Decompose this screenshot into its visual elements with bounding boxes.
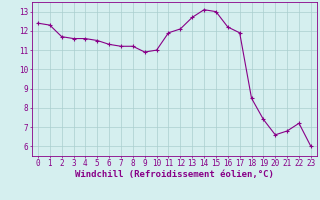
- X-axis label: Windchill (Refroidissement éolien,°C): Windchill (Refroidissement éolien,°C): [75, 170, 274, 179]
